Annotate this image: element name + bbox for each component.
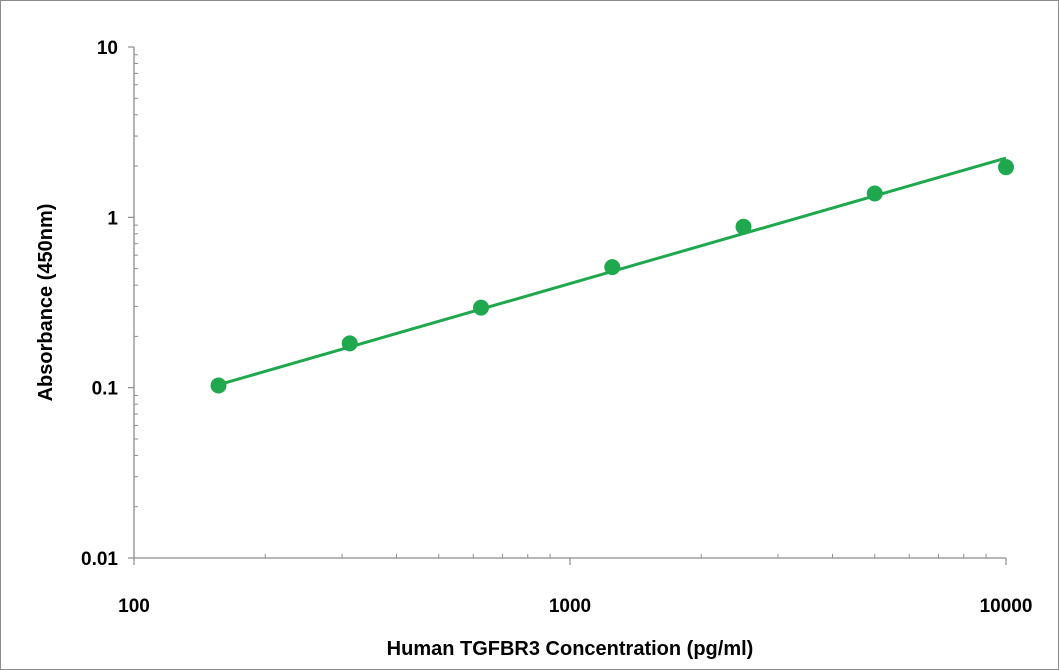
data-point (473, 299, 490, 316)
data-point (998, 159, 1014, 176)
y-tick-label: 10 (97, 38, 118, 59)
tick-labels: 0.01 0.1 1 10 100 1000 10000 (81, 38, 1032, 617)
data-point (210, 377, 227, 394)
data-point (341, 335, 358, 352)
x-tick-label: 10000 (980, 596, 1033, 617)
y-tick-label: 1 (107, 208, 118, 229)
data-point (866, 185, 883, 202)
x-tick-label: 100 (118, 596, 150, 617)
data-point (735, 218, 752, 235)
y-axis-title: Absorbance (450nm) (35, 204, 57, 402)
data-points (210, 159, 1014, 394)
axes (133, 47, 1006, 559)
data-point (604, 259, 621, 276)
y-tick-label: 0.1 (92, 379, 119, 400)
y-tick-label: 0.01 (81, 549, 118, 570)
x-tick-label: 1000 (549, 596, 591, 617)
tick-marks (128, 46, 1007, 565)
x-axis-title: Human TGFBR3 Concentration (pg/ml) (387, 638, 754, 660)
